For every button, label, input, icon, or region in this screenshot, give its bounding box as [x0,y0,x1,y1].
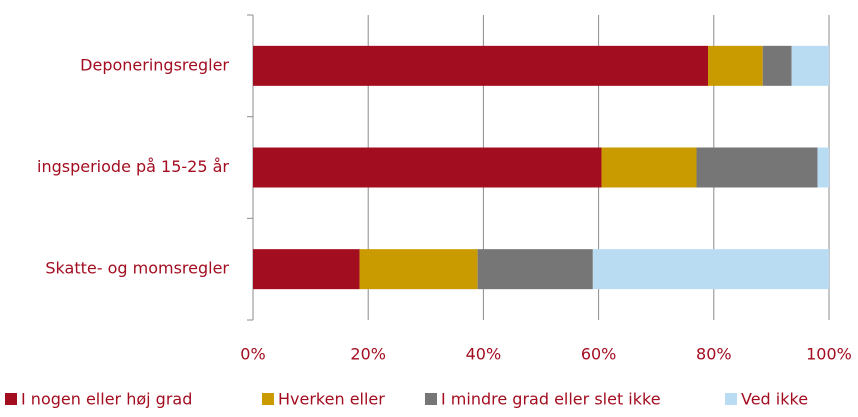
bar-segment [253,147,602,188]
bar-segment [708,45,763,86]
legend-swatch [262,393,274,405]
legend-swatch [5,393,17,405]
legend-label: I mindre grad eller slet ikke [441,390,661,409]
legend-label: I nogen eller høj grad [21,390,192,409]
bar-segment [696,147,818,188]
y-tick-label: ingsperiode på 15-25 år [37,157,229,176]
x-tick-label: 0% [240,345,265,364]
legend-label: Ved ikke [741,390,808,409]
x-tick-label: 80% [696,345,732,364]
bar-segment [817,147,829,188]
x-tick-label: 20% [350,345,386,364]
bar-segment [253,45,709,86]
bar-segment [601,147,697,188]
x-tick-label: 60% [581,345,617,364]
legend-label: Hverken eller [278,390,385,409]
y-tick-label: Skatte- og momsregler [45,259,229,278]
x-tick-label: 40% [466,345,502,364]
bar-segment [253,249,360,290]
legend-swatch [425,393,437,405]
bar-segment [359,249,478,290]
bar-segment [592,249,829,290]
bar-segment [477,249,593,290]
x-tick-label: 100% [806,345,852,364]
y-tick-label: Deponeringsregler [80,55,229,74]
legend-swatch [725,393,737,405]
bar-segment [762,45,792,86]
bar-segment [791,45,829,86]
